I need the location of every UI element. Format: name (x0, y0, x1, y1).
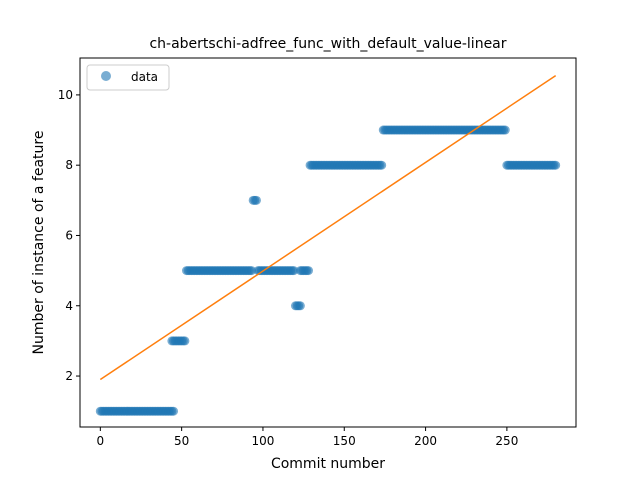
y-tick-label: 4 (65, 299, 73, 313)
plot-frame (79, 57, 577, 428)
y-axis-label: Number of instance of a feature (31, 131, 47, 355)
legend: data (86, 64, 170, 91)
data-point (551, 160, 561, 170)
y-tick-label: 2 (65, 369, 73, 383)
legend-marker (101, 71, 111, 81)
axis-ticks: 0 50 100 150 200 250 2 4 6 8 10 (58, 88, 519, 448)
data-point (377, 160, 387, 170)
plot-area (95, 74, 561, 416)
data-point (295, 301, 305, 311)
x-axis-label: Commit number (271, 456, 385, 472)
y-tick-label: 10 (58, 88, 73, 102)
x-tick-label: 0 (97, 434, 105, 448)
y-tick-label: 8 (65, 158, 73, 172)
fit-line (99, 74, 557, 381)
data-point (247, 266, 257, 276)
data-point (289, 266, 299, 276)
x-tick-label: 100 (251, 434, 274, 448)
x-tick-label: 200 (414, 434, 437, 448)
data-point (251, 195, 261, 205)
y-tick-label: 6 (65, 228, 73, 242)
x-tick-label: 50 (174, 434, 189, 448)
data-point (500, 125, 510, 135)
data-point (303, 266, 313, 276)
legend-label-data: data (131, 70, 158, 84)
x-tick-label: 250 (495, 434, 518, 448)
data-point (180, 336, 190, 346)
chart-title: ch-abertschi-adfree_func_with_default_va… (149, 36, 506, 52)
data-point (169, 406, 179, 416)
x-tick-label: 150 (333, 434, 356, 448)
